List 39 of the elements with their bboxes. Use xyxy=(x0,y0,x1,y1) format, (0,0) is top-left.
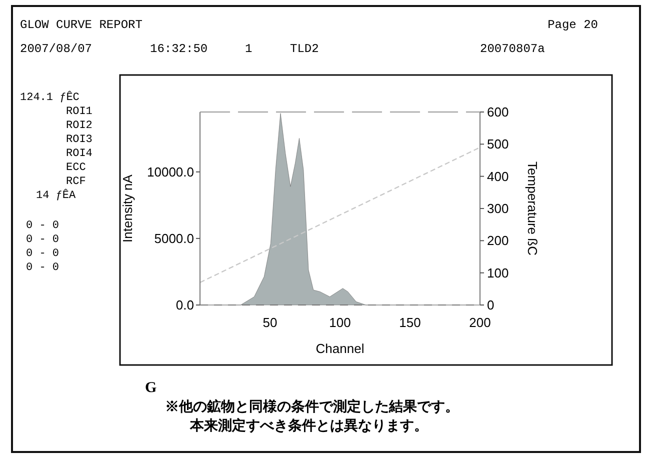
y-tick-label: 0.0 xyxy=(176,298,194,313)
text: ROI1 xyxy=(66,106,93,118)
text: 20070807a xyxy=(480,42,545,56)
text: Page 20 xyxy=(548,18,598,32)
x-tick-label: 50 xyxy=(262,315,278,330)
y-axis-title: Intensity nA xyxy=(120,174,135,242)
text: RCF xyxy=(66,176,86,188)
text: ECC xyxy=(66,162,86,174)
text: ROI3 xyxy=(66,134,92,146)
text: ROI2 xyxy=(66,120,92,132)
text: 124.1 ƒÊC xyxy=(20,90,80,104)
text: ROI4 xyxy=(66,148,93,160)
y-tick-label: 10000.0 xyxy=(147,164,194,180)
text: 0 - 0 xyxy=(26,262,60,274)
text: G xyxy=(145,380,157,396)
text: 0 - 0 xyxy=(26,248,60,260)
text: 16:32:50 xyxy=(150,42,208,56)
text: 14 ƒÊA xyxy=(36,188,76,202)
text: GLOW CURVE REPORT xyxy=(20,18,142,32)
y2-tick-label: 500 xyxy=(487,136,509,152)
y2-tick-label: 400 xyxy=(487,168,509,184)
y2-axis-title: Temperature ßC xyxy=(525,162,540,256)
x-tick-label: 200 xyxy=(469,315,491,330)
y2-tick-label: 300 xyxy=(487,201,509,216)
y-tick-label: 5000.0 xyxy=(154,231,194,246)
text: 0 - 0 xyxy=(26,220,60,232)
text: 2007/08/07 xyxy=(20,42,92,56)
y2-tick-label: 0 xyxy=(487,298,494,313)
text: 1 xyxy=(245,42,252,56)
text: TLD2 xyxy=(290,42,319,56)
x-axis-title: Channel xyxy=(316,341,364,356)
x-tick-label: 150 xyxy=(399,315,421,330)
text: 本来測定すべき条件とは異なります。 xyxy=(189,417,428,434)
y2-tick-label: 200 xyxy=(487,233,509,248)
x-tick-label: 100 xyxy=(329,315,351,330)
text: ※他の鉱物と同様の条件で測定した結果です。 xyxy=(165,398,459,415)
text: 0 - 0 xyxy=(26,234,60,246)
y2-tick-label: 100 xyxy=(487,265,509,280)
y2-tick-label: 600 xyxy=(487,104,509,120)
